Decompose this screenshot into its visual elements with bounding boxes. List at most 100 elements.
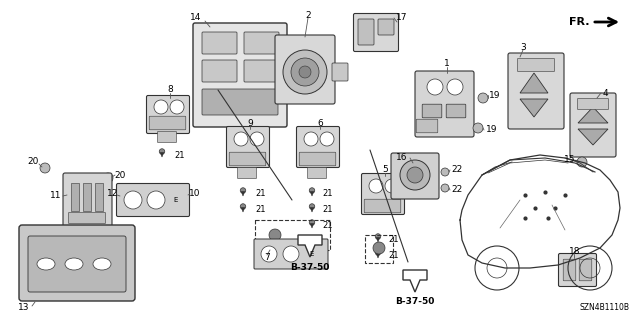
Ellipse shape xyxy=(93,258,111,270)
Circle shape xyxy=(427,79,443,95)
Circle shape xyxy=(261,246,277,262)
Circle shape xyxy=(299,66,311,78)
FancyBboxPatch shape xyxy=(296,126,339,167)
FancyBboxPatch shape xyxy=(518,59,554,71)
Text: 21: 21 xyxy=(322,189,333,198)
FancyBboxPatch shape xyxy=(422,104,442,118)
FancyBboxPatch shape xyxy=(202,32,237,54)
FancyBboxPatch shape xyxy=(508,53,564,129)
Bar xyxy=(365,235,393,263)
Text: 19: 19 xyxy=(489,91,500,100)
Text: 8: 8 xyxy=(167,85,173,94)
Circle shape xyxy=(577,157,587,167)
Circle shape xyxy=(309,204,315,209)
Circle shape xyxy=(441,184,449,192)
FancyBboxPatch shape xyxy=(300,152,336,166)
Text: 11: 11 xyxy=(51,190,61,199)
Text: 22: 22 xyxy=(451,165,463,174)
Text: 17: 17 xyxy=(396,13,408,22)
Text: 21: 21 xyxy=(388,236,399,244)
Text: 12: 12 xyxy=(108,188,118,197)
FancyBboxPatch shape xyxy=(391,153,439,199)
Polygon shape xyxy=(241,191,244,196)
FancyBboxPatch shape xyxy=(254,239,328,269)
FancyBboxPatch shape xyxy=(362,173,404,214)
Text: 4: 4 xyxy=(602,89,608,98)
Circle shape xyxy=(124,191,142,209)
FancyBboxPatch shape xyxy=(237,167,257,179)
Bar xyxy=(255,220,330,250)
Circle shape xyxy=(385,179,399,193)
Circle shape xyxy=(269,229,281,241)
FancyBboxPatch shape xyxy=(244,32,279,54)
FancyBboxPatch shape xyxy=(244,60,279,82)
Polygon shape xyxy=(160,153,164,157)
Polygon shape xyxy=(403,270,427,292)
Polygon shape xyxy=(376,253,380,258)
Circle shape xyxy=(373,242,385,254)
Circle shape xyxy=(240,188,246,193)
Polygon shape xyxy=(520,73,548,93)
Circle shape xyxy=(234,132,248,146)
Text: 15: 15 xyxy=(564,156,576,164)
FancyBboxPatch shape xyxy=(147,95,189,133)
Circle shape xyxy=(147,191,165,209)
FancyBboxPatch shape xyxy=(415,71,474,137)
Text: 21: 21 xyxy=(255,205,266,214)
Circle shape xyxy=(407,167,423,183)
Text: 21: 21 xyxy=(388,252,399,260)
Circle shape xyxy=(240,204,246,209)
FancyBboxPatch shape xyxy=(332,63,348,81)
Circle shape xyxy=(103,173,113,183)
Text: 22: 22 xyxy=(451,186,463,195)
Text: E: E xyxy=(310,251,314,257)
Bar xyxy=(95,183,103,211)
Circle shape xyxy=(159,149,164,154)
Text: B-37-50: B-37-50 xyxy=(396,298,435,307)
FancyBboxPatch shape xyxy=(63,173,112,227)
Circle shape xyxy=(447,79,463,95)
Text: 21: 21 xyxy=(322,221,333,230)
FancyBboxPatch shape xyxy=(353,13,399,52)
Text: 1: 1 xyxy=(444,59,450,68)
Polygon shape xyxy=(520,99,548,117)
Bar xyxy=(71,183,79,211)
Text: 16: 16 xyxy=(396,153,408,162)
Circle shape xyxy=(291,58,319,86)
Text: 9: 9 xyxy=(247,118,253,127)
Polygon shape xyxy=(310,223,314,228)
Text: E: E xyxy=(174,197,178,203)
Polygon shape xyxy=(376,237,380,242)
Text: 19: 19 xyxy=(486,125,498,134)
Circle shape xyxy=(320,132,334,146)
FancyBboxPatch shape xyxy=(157,132,177,142)
Text: 14: 14 xyxy=(190,13,202,22)
Circle shape xyxy=(170,100,184,114)
Polygon shape xyxy=(578,107,608,123)
Text: 20: 20 xyxy=(28,157,38,166)
Circle shape xyxy=(473,123,483,133)
Text: 3: 3 xyxy=(520,43,526,52)
Text: 21: 21 xyxy=(255,189,266,198)
Ellipse shape xyxy=(65,258,83,270)
FancyBboxPatch shape xyxy=(416,119,438,133)
FancyBboxPatch shape xyxy=(202,89,278,115)
FancyBboxPatch shape xyxy=(579,259,592,281)
FancyBboxPatch shape xyxy=(559,253,596,286)
Circle shape xyxy=(250,132,264,146)
Circle shape xyxy=(375,234,381,239)
Polygon shape xyxy=(310,191,314,196)
FancyBboxPatch shape xyxy=(28,236,126,292)
FancyBboxPatch shape xyxy=(19,225,135,301)
Circle shape xyxy=(40,163,50,173)
Circle shape xyxy=(375,250,381,255)
FancyBboxPatch shape xyxy=(307,167,326,179)
Circle shape xyxy=(309,188,315,193)
FancyBboxPatch shape xyxy=(378,19,394,35)
FancyBboxPatch shape xyxy=(116,183,189,217)
Circle shape xyxy=(369,179,383,193)
Circle shape xyxy=(478,93,488,103)
FancyBboxPatch shape xyxy=(275,35,335,104)
Text: 18: 18 xyxy=(569,247,580,257)
Text: SZN4B1110B: SZN4B1110B xyxy=(580,303,630,312)
